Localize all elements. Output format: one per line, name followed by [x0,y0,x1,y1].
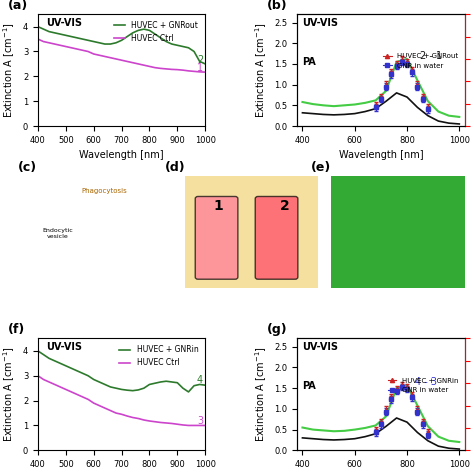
Text: PA: PA [302,381,316,391]
Text: UV-VIS: UV-VIS [302,18,338,27]
Text: 2 - 1: 2 - 1 [420,51,442,61]
Legend: HUVEC + GNRout, GNR in water: HUVEC + GNRout, GNR in water [381,51,461,72]
Text: (c): (c) [18,161,37,174]
Legend: HUVEC + GNRin, GNR in water: HUVEC + GNRin, GNR in water [385,375,461,396]
Text: UV-VIS: UV-VIS [302,342,338,352]
Y-axis label: Extinction A [cm$^{-1}$]: Extinction A [cm$^{-1}$] [253,346,269,442]
Text: (e): (e) [311,161,331,174]
Text: UV-VIS: UV-VIS [46,342,82,352]
Text: 2: 2 [280,199,290,213]
Text: (a): (a) [8,0,28,12]
Text: 1: 1 [213,199,223,213]
Text: UV-VIS: UV-VIS [46,18,82,27]
Legend: HUVEC + GNRout, HUVEC Ctrl: HUVEC + GNRout, HUVEC Ctrl [111,18,201,46]
X-axis label: Wavelength [nm]: Wavelength [nm] [79,150,164,160]
Text: 2: 2 [197,55,203,64]
Text: 1: 1 [197,63,203,73]
FancyBboxPatch shape [195,197,238,279]
Text: 4 - 3: 4 - 3 [415,377,437,387]
Text: (d): (d) [164,161,185,174]
Text: 3: 3 [197,416,203,426]
FancyBboxPatch shape [255,197,298,279]
Text: (b): (b) [267,0,288,12]
Legend: HUVEC + GNRin, HUVEC Ctrl: HUVEC + GNRin, HUVEC Ctrl [116,342,201,370]
Text: Endocytic
vesicle: Endocytic vesicle [43,228,73,239]
Y-axis label: Extinction A [cm$^{-1}$]: Extinction A [cm$^{-1}$] [253,22,269,118]
Y-axis label: Extinction A [cm$^{-1}$]: Extinction A [cm$^{-1}$] [1,346,17,442]
Y-axis label: Extinction A [cm$^{-1}$]: Extinction A [cm$^{-1}$] [1,22,17,118]
Text: (g): (g) [267,323,288,336]
Text: Phagocytosis: Phagocytosis [82,188,128,194]
Text: 4: 4 [197,375,203,385]
Text: (f): (f) [8,323,25,336]
Text: PA: PA [302,57,316,67]
X-axis label: Wavelength [nm]: Wavelength [nm] [338,150,423,160]
